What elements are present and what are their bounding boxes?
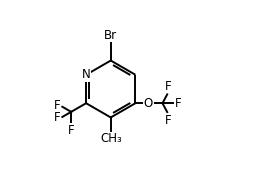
Text: CH₃: CH₃ [100, 132, 122, 145]
Text: O: O [144, 97, 153, 110]
Text: F: F [54, 99, 61, 112]
Text: F: F [54, 111, 61, 124]
Text: F: F [165, 80, 171, 93]
Text: F: F [175, 97, 181, 110]
Text: Br: Br [104, 29, 117, 42]
Text: F: F [68, 124, 74, 137]
Text: F: F [165, 114, 171, 127]
Text: N: N [82, 68, 90, 81]
